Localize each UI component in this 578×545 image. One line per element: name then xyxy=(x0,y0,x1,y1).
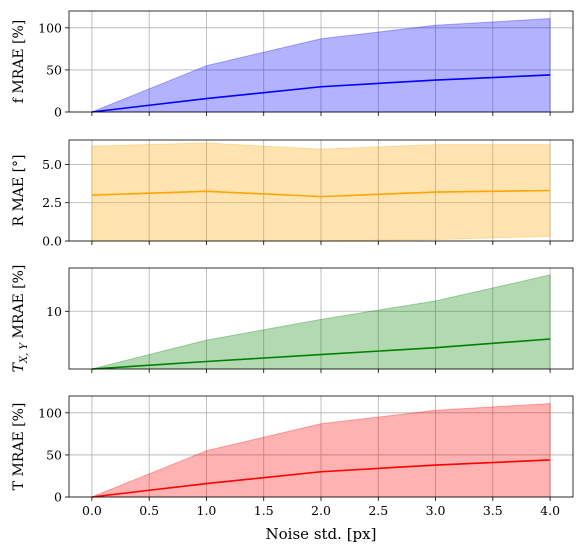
x-tick-label: 1.5 xyxy=(254,503,274,518)
y-axis-label: R MAE [°] xyxy=(11,154,27,226)
x-axis-label: Noise std. [px] xyxy=(266,525,377,543)
y-tick-label: 0.0 xyxy=(42,234,62,249)
y-tick-label: 50 xyxy=(46,62,62,77)
y-tick-label: 50 xyxy=(46,447,62,462)
y-tick-label: 100 xyxy=(38,20,62,35)
x-tick-label: 1.0 xyxy=(197,503,217,518)
subplot-4: 0 50 100 T MRAE [%] 0.0 0.5 1.0 1.5 2.0 2.5 3.0 3.5… xyxy=(11,395,574,543)
mean-line xyxy=(91,189,551,198)
y-tick-label: 10 xyxy=(46,304,62,319)
y-axis-label: TX, Y MRAE [%] xyxy=(11,265,30,373)
subplots: 0 50 100 f MRAE [%] 0.0 2.5 5.0 R MAE [°] 10 TX, … xyxy=(11,10,574,543)
mean-line xyxy=(91,74,551,113)
y-tick-label: 5.0 xyxy=(42,157,62,172)
subplot-3: 10 TX, Y MRAE [%] xyxy=(11,265,574,373)
mean-line xyxy=(91,338,551,370)
y-tick-label: 2.5 xyxy=(42,195,62,210)
y-tick-label: 0 xyxy=(54,490,62,505)
y-axis-label: T MRAE [%] xyxy=(11,403,27,491)
x-tick-label: 3.5 xyxy=(483,503,503,518)
x-tick-label: 4.0 xyxy=(540,503,560,518)
mean-line xyxy=(91,459,551,498)
x-tick-label: 2.0 xyxy=(311,503,331,518)
y-tick-label: 0 xyxy=(54,105,62,120)
x-tick-label: 2.5 xyxy=(368,503,388,518)
x-tick-label: 0.0 xyxy=(82,503,102,518)
subplot-1: 0 50 100 f MRAE [%] xyxy=(11,10,574,120)
y-axis-label: f MRAE [%] xyxy=(11,20,27,104)
subplot-2: 0.0 2.5 5.0 R MAE [°] xyxy=(11,139,574,249)
x-tick-label: 0.5 xyxy=(139,503,159,518)
x-tick-label: 3.0 xyxy=(426,503,446,518)
y-tick-label: 100 xyxy=(38,405,62,420)
